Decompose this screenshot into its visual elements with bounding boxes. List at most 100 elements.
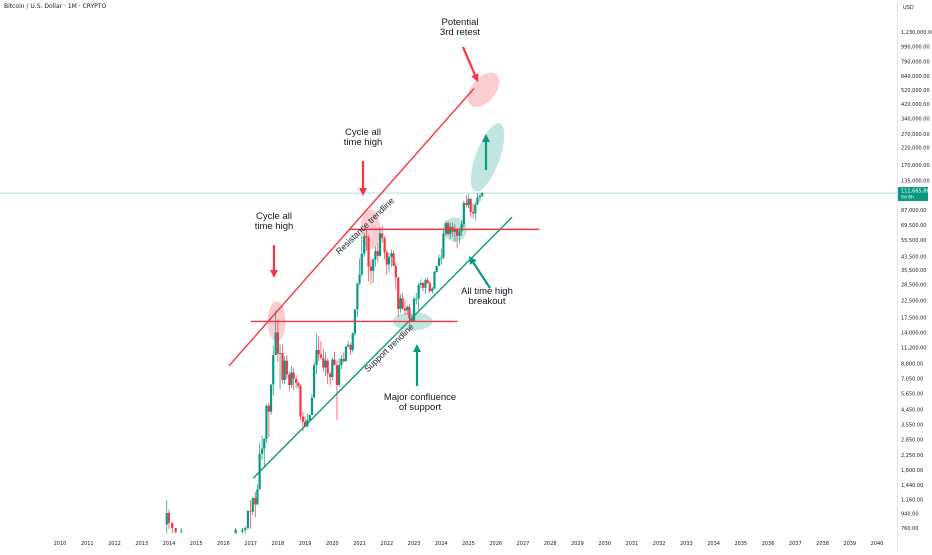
- candle-body: [276, 332, 279, 354]
- candle: [356, 282, 359, 318]
- x-tick-label: 2016: [217, 541, 230, 547]
- candle: [462, 200, 465, 228]
- candle-body: [363, 236, 366, 254]
- candle-body: [446, 223, 450, 234]
- candle-body: [283, 360, 286, 380]
- candle: [390, 249, 393, 267]
- x-axis[interactable]: 2010 2011 2012 2013 2014 2015 2016 2017 2018 2019…: [54, 541, 884, 547]
- candle: [442, 230, 445, 260]
- candle: [315, 333, 318, 375]
- candle-body: [338, 365, 341, 385]
- x-tick-label: 2010: [54, 541, 67, 547]
- candle-body: [442, 233, 445, 258]
- x-tick-label: 2038: [816, 541, 829, 547]
- candle-body: [272, 355, 275, 385]
- candle: [344, 346, 348, 363]
- candle: [406, 305, 409, 315]
- arrow-ath-breakout-shaft: [472, 262, 491, 289]
- candle-body: [274, 332, 277, 356]
- candle-body: [317, 349, 320, 355]
- candle-body: [433, 271, 436, 289]
- candle-body: [322, 357, 325, 368]
- candle: [347, 340, 350, 348]
- candle: [367, 235, 370, 282]
- y-tick-label: 17,500.00: [901, 315, 926, 321]
- candle-body: [412, 298, 416, 322]
- candle: [460, 221, 463, 236]
- candle-body: [281, 353, 284, 380]
- arrow-potential-retest-shaft: [461, 46, 476, 76]
- candle-body: [335, 365, 339, 385]
- candle: [385, 249, 388, 275]
- x-tick-label: 2031: [626, 541, 639, 547]
- candle-body: [349, 344, 352, 350]
- x-tick-label: 2032: [653, 541, 666, 547]
- candle-body: [394, 265, 397, 278]
- trendlines[interactable]: [228, 88, 540, 479]
- x-tick-label: 2030: [598, 541, 611, 547]
- candle-body: [403, 308, 407, 311]
- candle: [412, 296, 416, 322]
- candle-body: [431, 288, 434, 292]
- y-tick-label: 1,230,000.00: [901, 30, 932, 36]
- candle-body: [367, 237, 370, 267]
- candle: [401, 292, 404, 310]
- x-tick-label: 2027: [517, 541, 530, 547]
- candle: [319, 341, 322, 360]
- y-tick-label: 5,650.00: [901, 391, 923, 397]
- candle: [322, 349, 325, 372]
- y-tick-label: 760.00: [901, 526, 919, 532]
- candle: [455, 228, 459, 249]
- candle-body: [167, 513, 171, 523]
- candle-body: [455, 229, 459, 236]
- y-tick-label: 7,050.00: [901, 376, 923, 382]
- x-tick-label: 2020: [326, 541, 339, 547]
- candle: [246, 509, 250, 530]
- annotation-potential-retest: Potential 3rd retest: [430, 18, 490, 38]
- candle: [376, 243, 379, 263]
- candle-body: [297, 382, 300, 387]
- candle: [378, 227, 382, 257]
- x-tick-label: 2011: [81, 541, 94, 547]
- x-tick-label: 2012: [108, 541, 121, 547]
- candle: [392, 250, 395, 267]
- y-tick-label: 790,000.00: [901, 60, 930, 66]
- candle: [472, 203, 475, 219]
- candle: [444, 220, 447, 236]
- candle-body: [165, 513, 168, 525]
- candle-body: [241, 529, 244, 532]
- symbol-title[interactable]: Bitcoin / U.S. Dollar · 1M · CRYPTO: [4, 3, 107, 10]
- y-axis[interactable]: 1,230,000.00 990,000.00 790,000.00 640,000.…: [901, 30, 932, 532]
- arrow-ath-breakout-head: [469, 256, 477, 265]
- arrow-cycle-high-2: [359, 161, 367, 196]
- candles[interactable]: [165, 192, 484, 534]
- candle-body: [310, 397, 314, 415]
- candle-body: [410, 318, 413, 322]
- candle: [474, 201, 477, 221]
- candle-body: [358, 274, 361, 284]
- arrow-current-leg-head: [482, 134, 490, 142]
- arrow-cycle-high-2-head: [359, 188, 367, 196]
- candle: [419, 279, 422, 289]
- candle-body: [365, 236, 368, 238]
- candle: [283, 356, 286, 384]
- candle: [331, 357, 334, 380]
- candle-body: [462, 202, 465, 225]
- candle-body: [351, 333, 354, 350]
- candle-body: [174, 528, 177, 532]
- candle: [397, 277, 400, 318]
- candle: [399, 294, 402, 313]
- candle: [453, 224, 456, 243]
- currency-label[interactable]: USD: [903, 5, 914, 11]
- candle: [394, 261, 397, 290]
- x-tick-label: 2015: [190, 541, 203, 547]
- arrow-cycle-high-1-head: [270, 270, 278, 278]
- arrow-potential-retest-head: [471, 73, 479, 82]
- candle-body: [378, 233, 382, 256]
- candle: [424, 278, 427, 295]
- y-tick-label: 1,800.00: [901, 468, 923, 474]
- candle-body: [292, 372, 295, 379]
- y-tick-label: 170,000.00: [901, 163, 930, 169]
